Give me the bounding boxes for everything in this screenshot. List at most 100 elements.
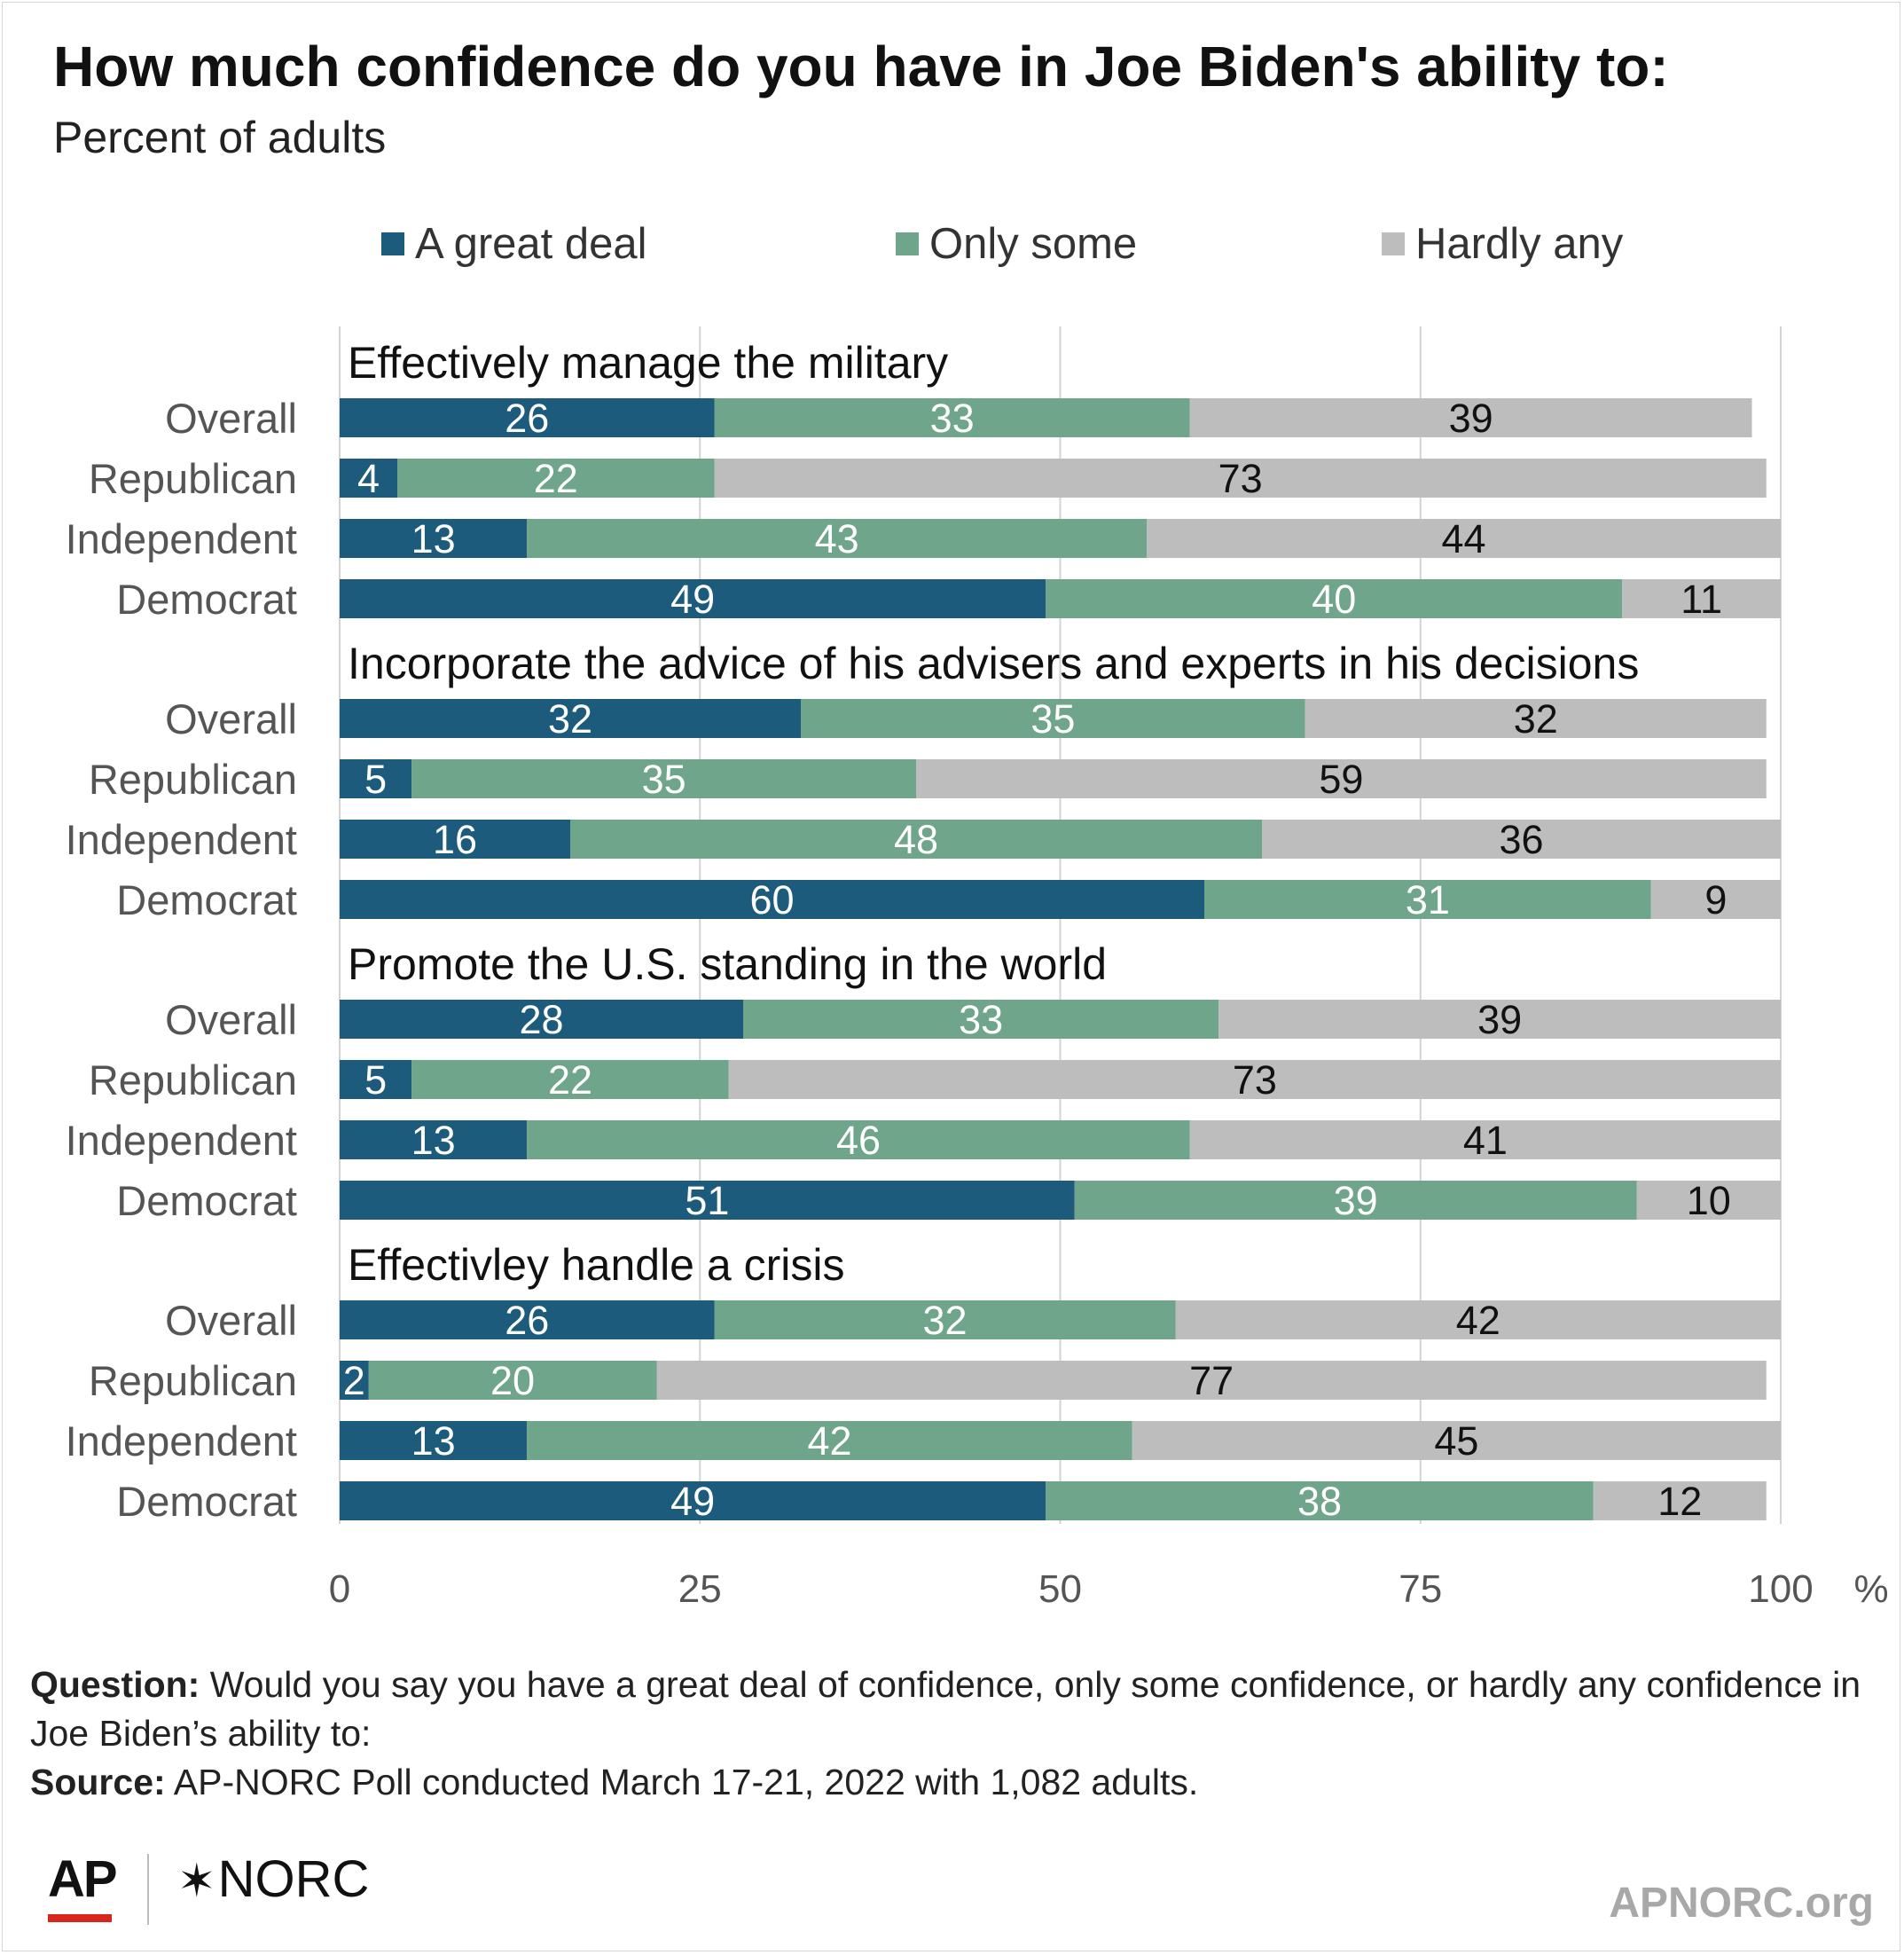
data-label-hardly-any-2-independent: 36: [1499, 817, 1543, 862]
bar-hardly-any-2-independent: [1262, 820, 1781, 859]
legend-swatch-hardly-any: [1382, 232, 1405, 255]
bar-a-great-deal-3-republican: [340, 1060, 412, 1099]
data-label-a-great-deal-3-democrat: 51: [685, 1178, 729, 1223]
bar-a-great-deal-4-overall: [340, 1300, 715, 1339]
row-label-1-overall: Overall: [165, 395, 297, 442]
data-label-only-some-2-independent: 48: [894, 817, 938, 862]
x-tick-label-50: 50: [1038, 1567, 1082, 1611]
legend-item-hardly-any: Hardly any: [1382, 213, 1623, 275]
data-label-a-great-deal-1-democrat: 49: [670, 577, 715, 622]
ap-logo-underline: [48, 1914, 112, 1922]
bar-a-great-deal-4-democrat: [340, 1481, 1046, 1520]
data-label-only-some-1-independent: 43: [815, 516, 859, 561]
bar-only-some-1-democrat: [1046, 579, 1623, 618]
question-note: Question: Would you say you have a great…: [30, 1661, 1875, 1758]
data-label-a-great-deal-2-overall: 32: [548, 696, 592, 742]
bar-hardly-any-2-overall: [1305, 699, 1767, 738]
bar-only-some-4-democrat: [1046, 1481, 1594, 1520]
data-label-hardly-any-4-democrat: 12: [1657, 1479, 1702, 1524]
bar-only-some-3-independent: [527, 1120, 1190, 1159]
chart-title: How much confidence do you have in Joe B…: [53, 35, 1669, 98]
bar-a-great-deal-2-democrat: [340, 880, 1204, 919]
data-label-hardly-any-3-republican: 73: [1233, 1057, 1277, 1103]
bar-a-great-deal-2-independent: [340, 820, 570, 859]
data-label-only-some-3-democrat: 39: [1334, 1178, 1378, 1223]
bar-hardly-any-3-democrat: [1636, 1181, 1781, 1220]
bar-only-some-2-overall: [801, 699, 1305, 738]
row-label-1-republican: Republican: [89, 455, 297, 502]
data-label-hardly-any-3-independent: 41: [1463, 1118, 1508, 1163]
x-axis-unit: %: [1853, 1567, 1888, 1611]
data-label-hardly-any-2-overall: 32: [1514, 696, 1558, 742]
row-label-4-democrat: Democrat: [116, 1478, 297, 1525]
x-tick-label-100: 100: [1748, 1567, 1813, 1611]
x-tick-label-0: 0: [329, 1567, 350, 1611]
group-title-4: Effectivley handle a crisis: [348, 1240, 844, 1290]
legend-item-only-some: Only some: [896, 213, 1137, 275]
bar-only-some-3-overall: [743, 1000, 1219, 1039]
source-note: Source: AP-NORC Poll conducted March 17-…: [30, 1758, 1875, 1807]
data-label-only-some-2-democrat: 31: [1406, 877, 1450, 923]
row-label-2-overall: Overall: [165, 695, 297, 742]
bar-hardly-any-3-overall: [1218, 1000, 1781, 1039]
bar-only-some-3-republican: [411, 1060, 729, 1099]
data-label-only-some-3-overall: 33: [959, 997, 1003, 1042]
chart-notes: Question: Would you say you have a great…: [30, 1661, 1875, 1807]
data-label-a-great-deal-3-republican: 5: [364, 1057, 387, 1103]
legend-label-great-deal: A great deal: [415, 220, 647, 268]
data-label-hardly-any-4-overall: 42: [1456, 1298, 1500, 1343]
bar-hardly-any-3-independent: [1189, 1120, 1781, 1159]
bar-hardly-any-3-republican: [728, 1060, 1781, 1099]
bar-only-some-1-overall: [714, 398, 1190, 437]
bar-hardly-any-2-democrat: [1650, 880, 1781, 919]
bar-hardly-any-1-overall: [1189, 398, 1752, 437]
legend-item-great-deal: A great deal: [381, 213, 647, 275]
legend-label-only-some: Only some: [929, 220, 1138, 268]
bar-a-great-deal-3-democrat: [340, 1181, 1075, 1220]
data-label-hardly-any-1-republican: 73: [1218, 456, 1263, 501]
row-label-2-republican: Republican: [89, 756, 297, 803]
row-label-2-independent: Independent: [66, 816, 297, 863]
bar-only-some-2-independent: [570, 820, 1262, 859]
bar-only-some-4-republican: [368, 1361, 657, 1400]
group-title-1: Effectively manage the military: [348, 338, 948, 388]
data-label-only-some-3-independent: 46: [836, 1118, 881, 1163]
bar-a-great-deal-1-democrat: [340, 579, 1046, 618]
data-label-a-great-deal-4-overall: 26: [505, 1298, 549, 1343]
bar-hardly-any-1-democrat: [1622, 579, 1781, 618]
data-label-hardly-any-1-overall: 39: [1449, 396, 1493, 441]
bar-a-great-deal-3-overall: [340, 1000, 743, 1039]
question-label: Question:: [30, 1664, 200, 1705]
data-label-hardly-any-1-democrat: 11: [1681, 577, 1722, 622]
data-label-only-some-4-independent: 42: [807, 1418, 851, 1464]
data-label-hardly-any-4-republican: 77: [1189, 1358, 1234, 1403]
bar-only-some-4-overall: [714, 1300, 1176, 1339]
data-label-hardly-any-2-democrat: 9: [1704, 877, 1727, 923]
row-label-1-democrat: Democrat: [116, 576, 297, 623]
row-label-2-democrat: Democrat: [116, 876, 297, 923]
bar-a-great-deal-4-independent: [340, 1421, 528, 1460]
bar-hardly-any-1-independent: [1147, 519, 1781, 558]
bar-only-some-2-democrat: [1204, 880, 1651, 919]
data-label-only-some-2-overall: 35: [1030, 696, 1075, 742]
bar-a-great-deal-2-republican: [340, 759, 412, 798]
data-label-only-some-1-overall: 33: [930, 396, 975, 441]
row-label-1-independent: Independent: [66, 515, 297, 562]
data-label-a-great-deal-4-democrat: 49: [670, 1479, 715, 1524]
bar-a-great-deal-2-overall: [340, 699, 801, 738]
bar-hardly-any-4-overall: [1175, 1300, 1781, 1339]
data-label-hardly-any-3-democrat: 10: [1687, 1178, 1731, 1223]
apnorc-site-link[interactable]: APNORC.org: [1609, 1880, 1874, 1927]
data-label-hardly-any-4-independent: 45: [1434, 1418, 1478, 1464]
bar-only-some-1-republican: [397, 459, 715, 498]
data-label-a-great-deal-1-independent: 13: [411, 516, 456, 561]
data-label-hardly-any-3-overall: 39: [1477, 997, 1522, 1042]
data-label-only-some-3-republican: 22: [548, 1057, 592, 1103]
data-label-only-some-2-republican: 35: [642, 757, 686, 802]
data-label-a-great-deal-1-overall: 26: [505, 396, 549, 441]
data-label-only-some-1-democrat: 40: [1312, 577, 1356, 622]
data-label-only-some-4-overall: 32: [922, 1298, 967, 1343]
bar-a-great-deal-4-republican: [340, 1361, 369, 1400]
norc-logo-text: NORC: [217, 1850, 370, 1908]
norc-asterisk-icon: ✶: [177, 1856, 216, 1907]
